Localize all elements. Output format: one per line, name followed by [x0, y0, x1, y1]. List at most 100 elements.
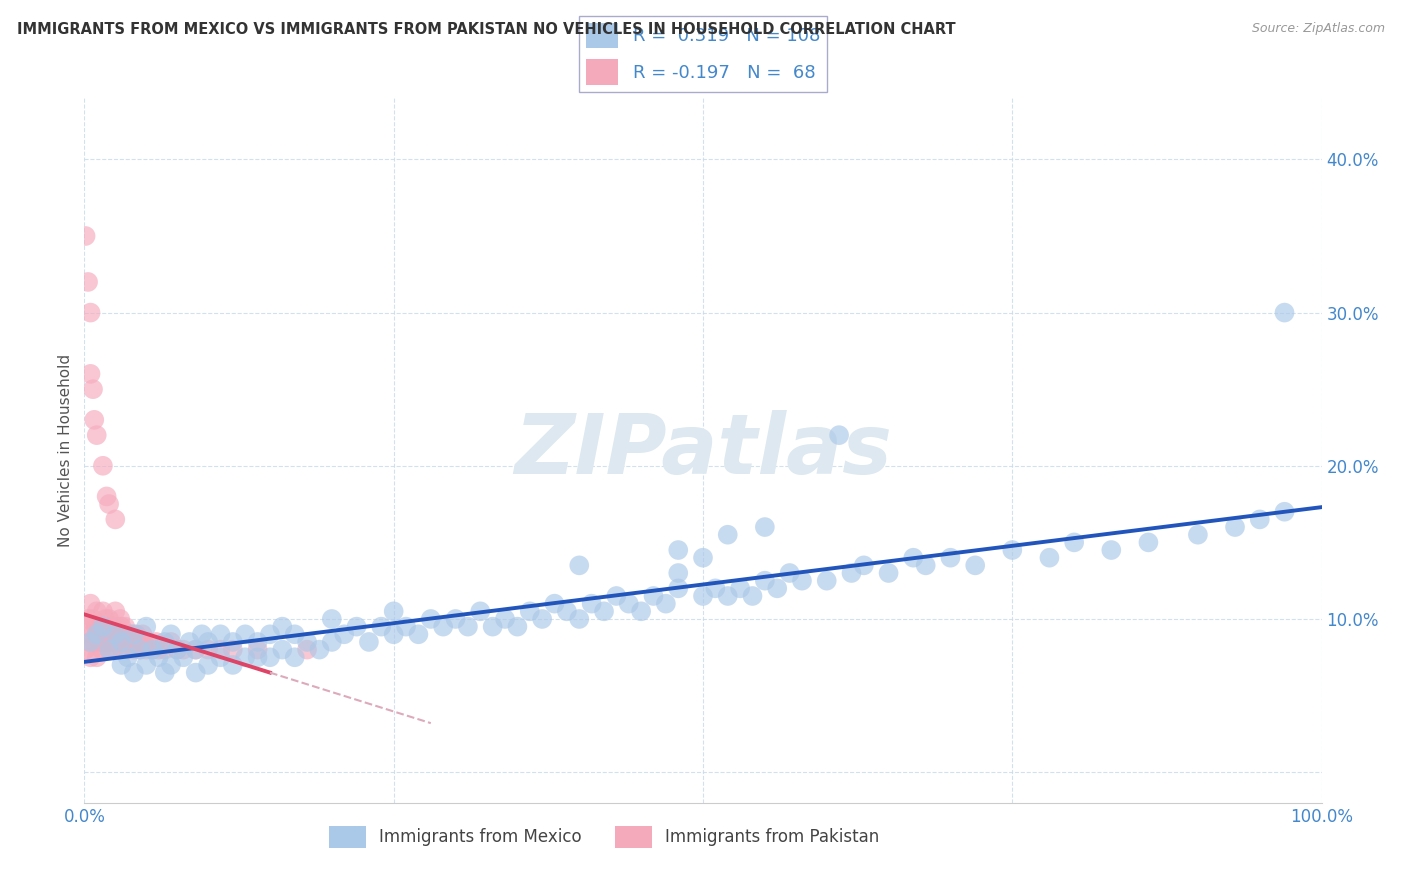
Point — [295, 635, 318, 649]
Point — [166, 642, 188, 657]
Point — [828, 428, 851, 442]
Point — [308, 642, 330, 657]
Point — [76, 619, 98, 633]
Point — [79, 367, 101, 381]
Point — [90, 642, 112, 657]
Point — [148, 650, 170, 665]
Point — [131, 627, 153, 641]
Point — [666, 582, 689, 596]
Text: IMMIGRANTS FROM MEXICO VS IMMIGRANTS FROM PAKISTAN NO VEHICLES IN HOUSEHOLD CORR: IMMIGRANTS FROM MEXICO VS IMMIGRANTS FRO… — [17, 22, 956, 37]
Point — [1223, 520, 1246, 534]
Point — [321, 612, 343, 626]
Point — [1249, 512, 1271, 526]
Point — [104, 635, 127, 649]
Point — [83, 635, 105, 649]
Point — [1187, 527, 1209, 541]
Point — [89, 635, 111, 649]
Point — [184, 665, 207, 680]
Point — [1274, 505, 1296, 519]
Point — [408, 627, 430, 641]
Point — [172, 642, 194, 657]
Point — [754, 574, 776, 588]
Point — [209, 627, 232, 641]
Point — [481, 619, 503, 633]
Point — [346, 619, 368, 633]
Point — [77, 275, 100, 289]
Point — [77, 612, 100, 626]
Point — [110, 612, 132, 626]
Point — [704, 582, 727, 596]
Point — [1137, 535, 1160, 549]
Point — [877, 566, 900, 580]
Point — [84, 619, 107, 633]
Point — [790, 574, 813, 588]
Point — [98, 612, 121, 626]
Point — [295, 642, 318, 657]
Point — [815, 574, 838, 588]
Point — [118, 627, 141, 641]
Point — [222, 657, 245, 672]
Point — [179, 635, 201, 649]
Point — [122, 665, 145, 680]
Point — [692, 589, 714, 603]
Point — [111, 627, 134, 641]
Point — [93, 627, 115, 641]
Point — [98, 642, 121, 657]
Point — [222, 642, 245, 657]
Point — [1063, 535, 1085, 549]
Point — [160, 635, 183, 649]
Point — [965, 558, 987, 573]
Point — [166, 642, 188, 657]
Point — [153, 665, 176, 680]
Point — [87, 627, 110, 641]
Point — [91, 604, 114, 618]
Point — [568, 612, 591, 626]
Point — [148, 642, 170, 657]
Point — [470, 604, 492, 618]
Point — [79, 650, 101, 665]
Point — [494, 612, 516, 626]
Point — [79, 305, 101, 319]
Point — [543, 597, 565, 611]
Point — [129, 642, 152, 657]
Point — [141, 642, 163, 657]
Point — [96, 635, 118, 649]
Point — [91, 458, 114, 473]
Point — [79, 597, 101, 611]
Point — [110, 619, 132, 633]
Point — [96, 490, 118, 504]
Point — [284, 650, 307, 665]
Point — [209, 650, 232, 665]
Point — [1099, 543, 1122, 558]
Point — [110, 657, 132, 672]
Point — [121, 635, 143, 649]
Legend: Immigrants from Mexico, Immigrants from Pakistan: Immigrants from Mexico, Immigrants from … — [322, 820, 886, 855]
Point — [94, 612, 117, 626]
Point — [444, 612, 467, 626]
Point — [581, 597, 603, 611]
Point — [129, 635, 152, 649]
Point — [271, 642, 294, 657]
Point — [125, 627, 148, 641]
Point — [108, 635, 131, 649]
Point — [135, 657, 157, 672]
Point — [617, 597, 640, 611]
Point — [98, 627, 121, 641]
Point — [120, 635, 142, 649]
Point — [91, 619, 114, 633]
Point — [643, 589, 665, 603]
Point — [259, 650, 281, 665]
Point — [112, 635, 135, 649]
Point — [903, 550, 925, 565]
Point — [104, 604, 127, 618]
Point — [89, 619, 111, 633]
Point — [432, 619, 454, 633]
Point — [555, 604, 578, 618]
Point — [568, 558, 591, 573]
Point — [841, 566, 863, 580]
Point — [82, 612, 104, 626]
Point — [86, 650, 108, 665]
Point — [766, 582, 789, 596]
Point — [103, 642, 125, 657]
Point — [382, 604, 405, 618]
